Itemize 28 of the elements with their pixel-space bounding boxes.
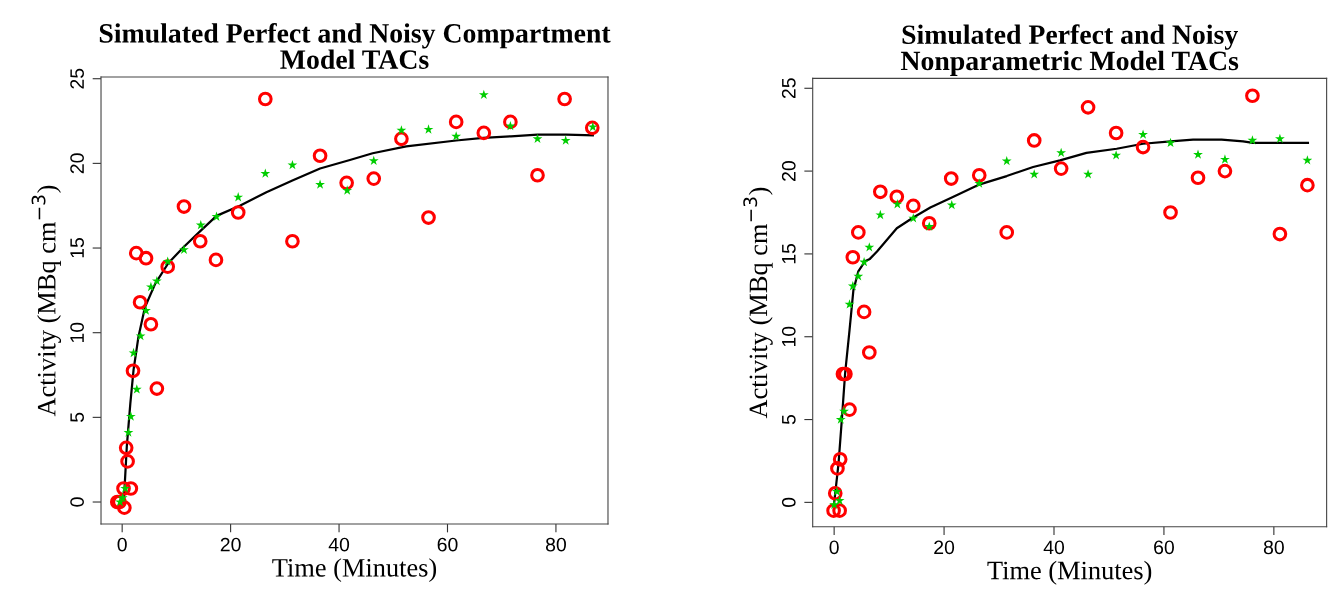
x-tick-label: 80 <box>1263 540 1284 555</box>
x-axis-title: Time (Minutes) <box>987 560 1152 585</box>
y-tick-label: 10 <box>70 322 84 343</box>
y-tick-label: 0 <box>781 497 796 508</box>
chart-title: Simulated Perfect and Noisy Compartment Model TACs <box>99 22 611 69</box>
y-tick-label: 15 <box>782 243 796 264</box>
y-tick-label: 20 <box>781 161 796 181</box>
x-tick-label: 60 <box>1154 540 1174 555</box>
x-tick-label: 40 <box>1043 540 1065 555</box>
y-tick-label: 15 <box>70 238 84 258</box>
y-tick-label: 20 <box>70 153 84 174</box>
x-tick-label: 40 <box>328 537 350 552</box>
y-tick-label: 25 <box>781 78 796 99</box>
y-tick-label: 0 <box>70 497 84 507</box>
y-tick-label: 5 <box>782 414 796 425</box>
x-tick-label: 20 <box>934 540 955 555</box>
x-tick-label: 0 <box>117 537 127 552</box>
x-tick-label: 20 <box>220 537 241 552</box>
y-tick-label: 25 <box>70 68 84 89</box>
y-axis-title: Activity (MBq cm$^{−3}$) <box>31 185 62 417</box>
x-axis-title: Time (Minutes) <box>272 558 437 583</box>
x-tick-label: 0 <box>829 540 839 555</box>
y-tick-label: 10 <box>781 326 796 347</box>
chart-title: Simulated Perfect and Noisy Nonparametric Model TACs <box>900 24 1239 76</box>
y-axis-title: Activity (MBq cm$^{−3}$) <box>743 187 773 419</box>
x-tick-label: 80 <box>545 537 566 552</box>
x-tick-label: 60 <box>437 537 458 552</box>
y-tick-label: 5 <box>70 412 84 422</box>
